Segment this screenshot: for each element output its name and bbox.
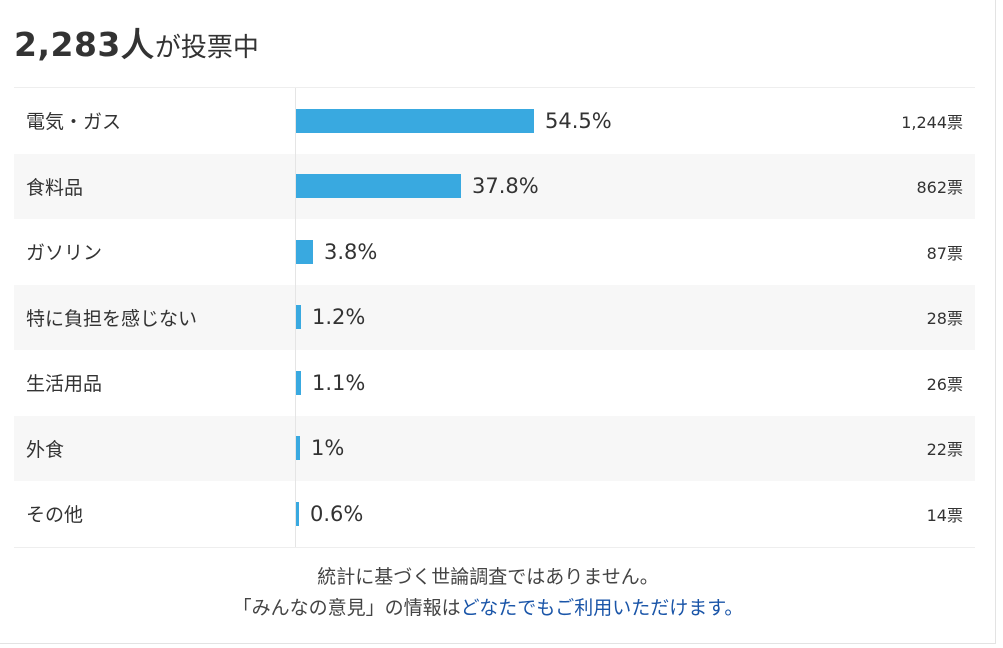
poll-row: 電気・ガス 54.5% 1,244票 <box>14 88 975 154</box>
option-label: 食料品 <box>26 176 84 199</box>
result-bar <box>296 174 461 199</box>
poll-row: 特に負担を感じない 1.2% 28票 <box>14 284 975 350</box>
option-label: ガソリン <box>26 242 103 265</box>
percent-label: 37.8% <box>472 174 539 199</box>
poll-row: その他 0.6% 14票 <box>14 481 975 547</box>
disclaimer-text: 統計に基づく世論調査ではありません。 <box>317 566 659 588</box>
poll-row: 生活用品 1.1% 26票 <box>14 350 975 416</box>
option-label: 生活用品 <box>26 373 103 396</box>
option-label: 特に負担を感じない <box>26 307 198 330</box>
percent-label: 1.2% <box>312 305 366 330</box>
percent-label: 54.5% <box>545 108 612 133</box>
bar-cell: 54.5% 1,244票 <box>295 88 975 154</box>
vote-count-label: 14票 <box>926 505 963 525</box>
percent-label: 1% <box>311 436 345 461</box>
percent-label: 3.8% <box>324 239 378 264</box>
bar-cell: 1% 22票 <box>295 415 975 481</box>
bar-cell: 0.6% 14票 <box>295 481 975 547</box>
percent-label: 0.6% <box>310 501 364 526</box>
result-bar <box>296 501 299 526</box>
result-bar <box>296 108 534 133</box>
usage-note-prefix: 「みんなの意見」の情報は <box>232 597 461 619</box>
result-bar <box>296 305 301 330</box>
percent-label: 1.1% <box>312 370 366 395</box>
result-bar <box>296 239 313 264</box>
bar-cell: 3.8% 87票 <box>295 219 975 285</box>
poll-row: 外食 1% 22票 <box>14 415 975 481</box>
vote-count-label: 26票 <box>926 374 963 394</box>
poll-row: ガソリン 3.8% 87票 <box>14 219 975 285</box>
poll-row: 食料品 37.8% 862票 <box>14 153 975 219</box>
bar-cell: 1.2% 28票 <box>295 284 975 350</box>
vote-count-label: 22票 <box>926 440 963 460</box>
vote-count-label: 862票 <box>916 178 963 198</box>
bar-cell: 37.8% 862票 <box>295 153 975 219</box>
vote-count-label: 87票 <box>926 243 963 263</box>
option-label: 電気・ガス <box>26 111 122 134</box>
result-bar <box>296 436 300 461</box>
usage-link[interactable]: どなたでもご利用いただけます。 <box>460 597 744 619</box>
vote-count-header: 2,283 人が投票中 <box>14 18 259 68</box>
vote-count: 2,283 <box>14 25 121 64</box>
option-label: 外食 <box>26 438 65 461</box>
vote-count-label: 1,244票 <box>901 112 963 132</box>
usage-note: 「みんなの意見」の情報はどなたでもご利用いただけます。 <box>0 593 976 620</box>
option-label: その他 <box>26 504 84 527</box>
vote-count-unit: 人 <box>120 25 154 64</box>
bar-cell: 1.1% 26票 <box>295 350 975 416</box>
result-bar <box>296 370 301 395</box>
poll-results-chart: 電気・ガス 54.5% 1,244票食料品 37.8% 862票ガソリン 3.8% 87票特… <box>14 87 975 548</box>
vote-count-suffix: が投票中 <box>154 33 259 63</box>
vote-count-label: 28票 <box>926 309 963 329</box>
